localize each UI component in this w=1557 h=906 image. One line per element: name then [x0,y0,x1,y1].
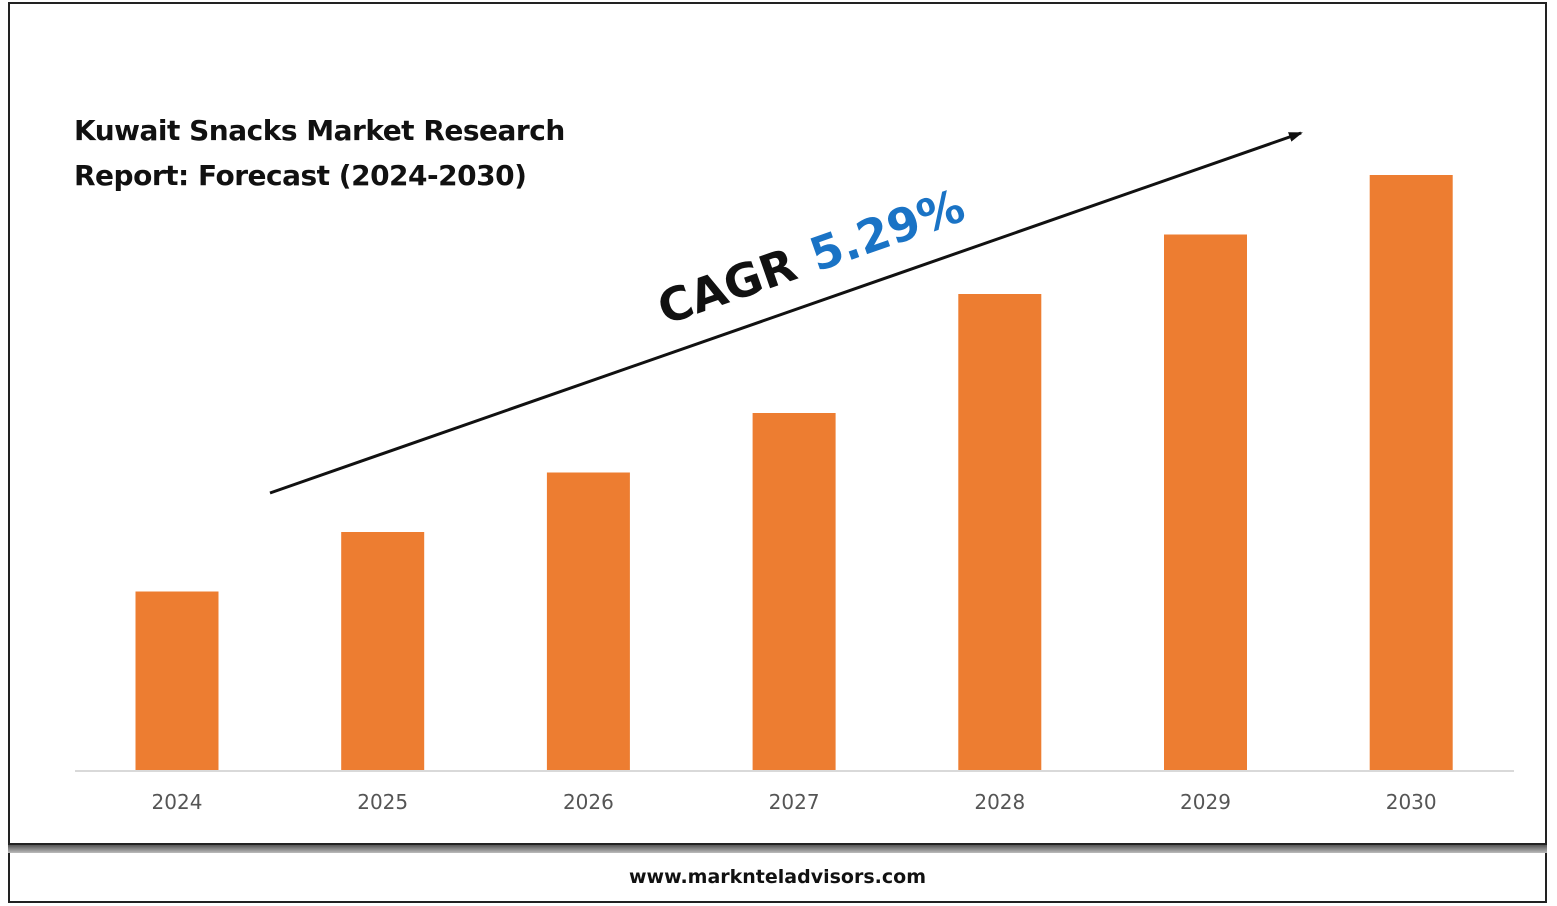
bar-2027 [752,413,836,770]
footer: www.marknteladvisors.com [8,853,1547,903]
cagr-annotation: CAGR 5.29% [651,178,971,335]
frame-shadow [8,845,1547,853]
chart-title: Kuwait Snacks Market Research Report: Fo… [74,114,565,192]
x-tick-2030: 2030 [1386,790,1437,814]
growth-arrow [269,131,1303,495]
cagr-label: CAGR [651,237,803,335]
bar-2024 [135,591,219,770]
x-tick-2028: 2028 [974,790,1025,814]
bars-group [135,175,1453,770]
x-tick-2025: 2025 [357,790,408,814]
x-tick-2029: 2029 [1180,790,1231,814]
bar-2029 [1164,234,1247,770]
bar-2028 [958,294,1042,770]
bar-2030 [1369,175,1453,770]
x-tick-2024: 2024 [152,790,203,814]
x-tick-2027: 2027 [769,790,820,814]
cagr-value: 5.29% [803,178,971,282]
x-tick-2026: 2026 [563,790,614,814]
bar-chart: 2024 2025 2026 2027 2028 2029 2030 CAGR 5.29% [75,131,1514,814]
bar-2025 [341,532,425,770]
bar-2026 [546,472,630,770]
x-tick-labels: 2024 2025 2026 2027 2028 2029 2030 [152,790,1437,814]
website-link[interactable]: www.marknteladvisors.com [629,866,926,888]
